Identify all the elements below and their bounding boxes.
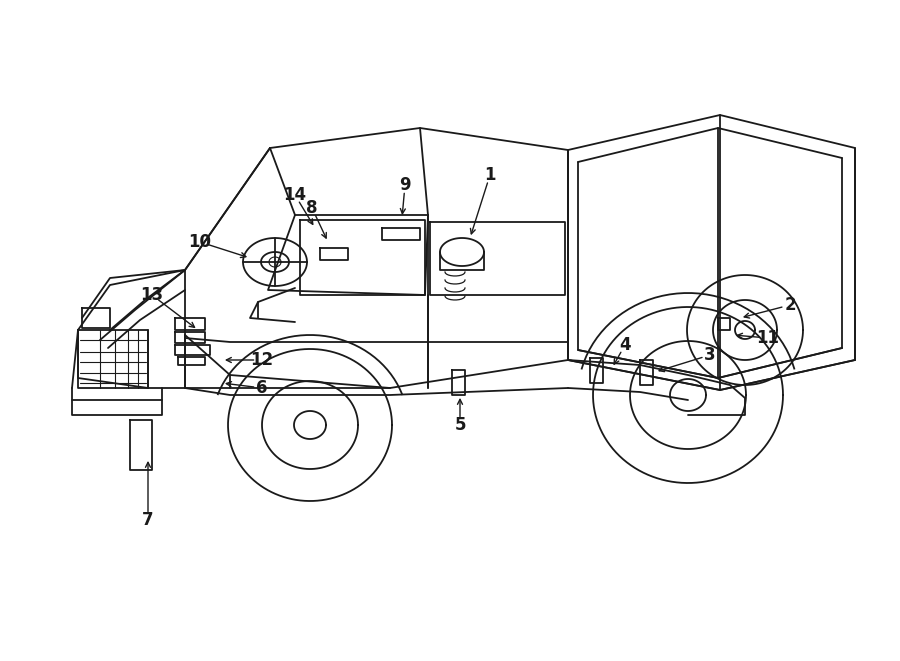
Text: 14: 14 [284, 186, 307, 204]
Text: 4: 4 [619, 336, 631, 354]
Text: 10: 10 [188, 233, 212, 251]
Text: 12: 12 [250, 351, 274, 369]
Text: 6: 6 [256, 379, 268, 397]
Text: 8: 8 [306, 199, 318, 217]
Text: 3: 3 [704, 346, 716, 364]
Text: 13: 13 [140, 286, 164, 304]
Text: 7: 7 [142, 511, 154, 529]
Text: 11: 11 [757, 329, 779, 347]
Text: 9: 9 [400, 176, 410, 194]
Text: 5: 5 [454, 416, 466, 434]
Text: 2: 2 [784, 296, 796, 314]
Text: 1: 1 [484, 166, 496, 184]
